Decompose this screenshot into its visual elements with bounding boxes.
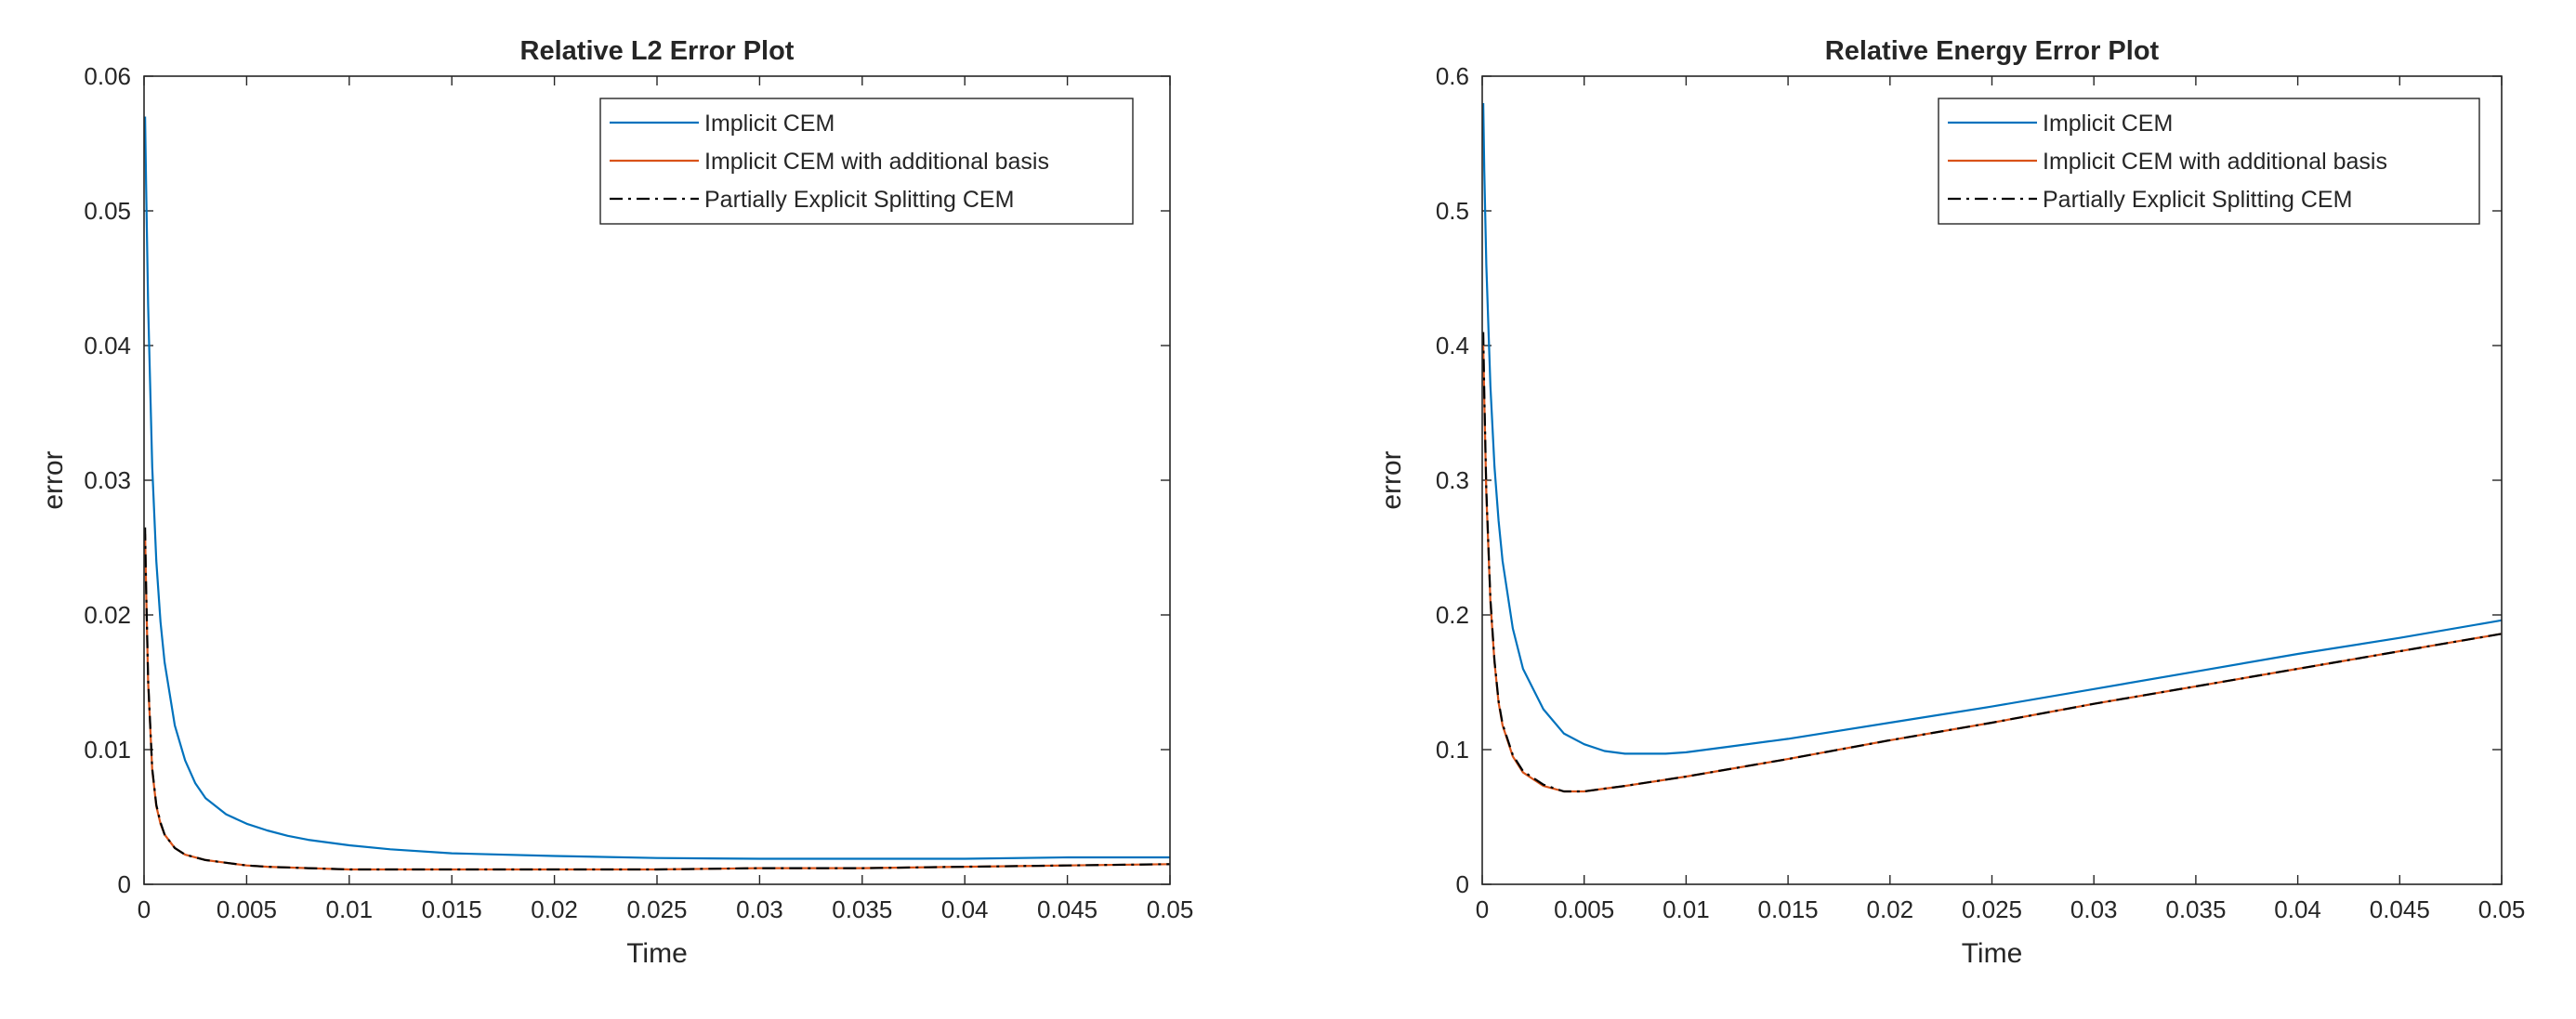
x-tick-label: 0.05 [2478, 895, 2526, 923]
x-tick-label: 0.02 [531, 895, 578, 923]
l2-error-chart: Relative L2 Error Plot 0 0.005 0.01 0.015 0.0… [38, 36, 1193, 969]
series-line-2 [144, 527, 1170, 871]
x-tick-label: 0.035 [2165, 895, 2226, 923]
x-tick-label: 0.05 [1147, 895, 1194, 923]
x-tick-label: 0.005 [217, 895, 277, 923]
x-tick-label: 0.02 [1866, 895, 1913, 923]
x-axis-label: Time [626, 938, 688, 969]
series-line-0 [1482, 102, 2502, 755]
y-tick-label: 0.4 [1436, 332, 1469, 359]
y-tick-label: 0.05 [84, 197, 131, 225]
energy-error-chart: Relative Energy Error Plot 0 0.005 0.01 0.01… [1376, 36, 2525, 969]
y-axis-label: error [38, 451, 69, 509]
legend-label-1: Implicit CEM with additional basis [2043, 149, 2387, 175]
plot-frame [1481, 75, 2503, 885]
legend-label-0: Implicit CEM [704, 111, 835, 137]
legend-label-1: Implicit CEM with additional basis [704, 149, 1049, 175]
x-tick-label: 0.005 [1554, 895, 1614, 923]
y-tick-label: 0.06 [84, 62, 131, 90]
y-tick-label: 0.3 [1436, 466, 1469, 494]
y-tick-label: 0.1 [1436, 736, 1469, 764]
x-tick-label: 0.01 [325, 895, 373, 923]
series-line-0 [144, 116, 1170, 860]
y-tick-label: 0.2 [1436, 601, 1469, 629]
chart-title: Relative Energy Error Plot [1825, 36, 2160, 66]
y-tick-label: 0.02 [84, 601, 131, 629]
legend-label-2: Partially Explicit Splitting CEM [704, 187, 1014, 213]
y-tick-label: 0.6 [1436, 62, 1469, 90]
x-tick-label: 0.01 [1663, 895, 1710, 923]
x-tick-label: 0.045 [2370, 895, 2430, 923]
x-tick-label: 0.04 [2274, 895, 2321, 923]
x-tick-label: 0.025 [1962, 895, 2022, 923]
x-tick-label: 0.03 [2070, 895, 2118, 923]
x-tick-label: 0.035 [832, 895, 892, 923]
chart-title: Relative L2 Error Plot [520, 36, 795, 66]
x-tick-label: 0 [1476, 895, 1489, 923]
y-tick-label: 0.04 [84, 332, 131, 359]
y-tick-label: 0.5 [1436, 197, 1469, 225]
y-tick-label: 0 [1456, 870, 1469, 898]
x-tick-label: 0.015 [1758, 895, 1819, 923]
x-tick-label: 0.045 [1037, 895, 1097, 923]
y-tick-label: 0 [118, 870, 131, 898]
y-axis-label: error [1376, 451, 1407, 509]
plot-frame [143, 75, 1171, 885]
x-tick-label: 0.015 [422, 895, 482, 923]
x-tick-label: 0.025 [626, 895, 687, 923]
legend-label-2: Partially Explicit Splitting CEM [2043, 187, 2352, 213]
x-axis-label: Time [1962, 938, 2023, 969]
legend-label-0: Implicit CEM [2043, 111, 2173, 137]
y-tick-label: 0.01 [84, 736, 131, 764]
x-tick-label: 0 [138, 895, 151, 923]
x-tick-label: 0.03 [736, 895, 783, 923]
y-tick-label: 0.03 [84, 466, 131, 494]
x-tick-label: 0.04 [941, 895, 989, 923]
series-line-2 [1482, 332, 2502, 793]
